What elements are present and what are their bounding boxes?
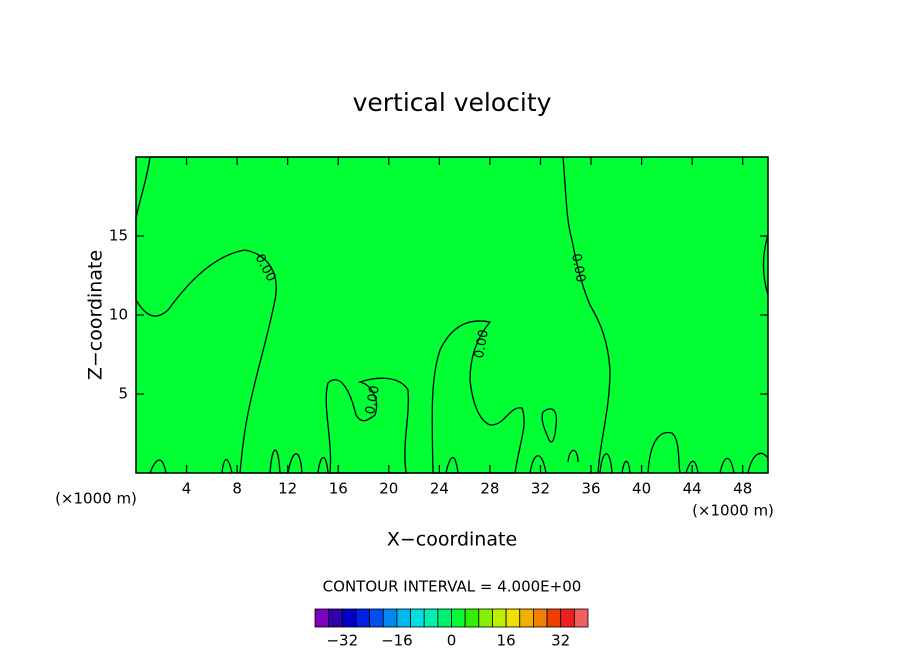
- field-outer: [136, 157, 768, 473]
- colorbar-box: [328, 608, 343, 628]
- colorbar-box: [573, 608, 589, 628]
- colorbar-box: [423, 608, 439, 628]
- colorbar-box: [560, 608, 575, 628]
- x-tick-label: 24: [430, 480, 449, 498]
- contour-right: [762, 234, 769, 296]
- colorbar-box: [464, 608, 480, 628]
- y-tick-label: 10: [109, 306, 128, 324]
- colorbar-tick-label: 32: [551, 632, 570, 650]
- axes: [136, 157, 768, 473]
- contour-label: 0.00: [568, 252, 588, 283]
- colorbar-box: [314, 608, 330, 628]
- x-tick-label: 44: [683, 480, 702, 498]
- colorbar-box: [341, 608, 357, 628]
- x-tick-label: 16: [329, 480, 348, 498]
- chart-title: vertical velocity: [353, 88, 552, 117]
- contour-bump: [325, 377, 409, 474]
- colorbar-box: [355, 608, 371, 628]
- x-tick-label: 36: [581, 480, 600, 498]
- colorbar-box: [382, 608, 398, 628]
- field-light: [541, 408, 558, 443]
- plot-area: [135, 156, 769, 474]
- x-tick-label: 32: [531, 480, 550, 498]
- colorbar-tick-label: 0: [447, 632, 457, 650]
- colorbar-box: [410, 608, 425, 628]
- x-axis-label: X−coordinate: [387, 529, 517, 551]
- colorbar-tick-label: −32: [326, 632, 358, 650]
- colorbar-box: [492, 608, 507, 628]
- contour-label: 0.00: [472, 328, 492, 359]
- colorbar-box: [369, 608, 384, 628]
- x-unit-right: (×1000 m): [692, 502, 774, 520]
- colorbar-box: [478, 608, 493, 628]
- contour-bump: [431, 320, 525, 474]
- x-tick-label: 48: [733, 480, 752, 498]
- colorbar-box: [396, 608, 411, 628]
- contour-interval: CONTOUR INTERVAL = 4.000E+00: [323, 578, 582, 596]
- contour-small: [149, 431, 769, 474]
- x-unit-left: (×1000 m): [55, 490, 137, 508]
- colorbar-tick-label: 16: [497, 632, 516, 650]
- y-axis-label: Z−coordinate: [85, 250, 107, 380]
- contour-label: 0.00: [363, 384, 383, 415]
- x-tick-label: 12: [278, 480, 297, 498]
- y-tick-label: 15: [109, 227, 128, 245]
- colorbar-box: [533, 608, 548, 628]
- x-tick-label: 40: [632, 480, 651, 498]
- x-tick-label: 28: [480, 480, 499, 498]
- x-tick-label: 4: [182, 480, 192, 498]
- field-middle: [135, 156, 611, 474]
- colorbar-box: [437, 608, 452, 628]
- colorbar-box: [546, 608, 562, 628]
- y-tick-label: 5: [118, 385, 128, 403]
- colorbar-box: [519, 608, 534, 628]
- colorbar-box: [451, 608, 466, 628]
- colorbar-tick-label: −16: [381, 632, 413, 650]
- x-tick-label: 20: [379, 480, 398, 498]
- colorbar-box: [505, 608, 521, 628]
- x-tick-label: 8: [232, 480, 242, 498]
